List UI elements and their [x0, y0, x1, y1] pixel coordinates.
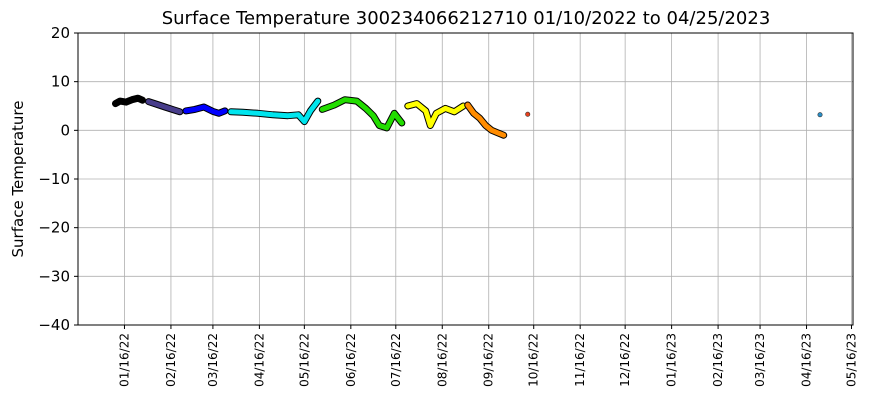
line [183, 104, 228, 116]
line [319, 97, 405, 131]
y-tick-label: 10 [51, 73, 70, 91]
x-tick-label: 03/16/23 [753, 333, 767, 387]
x-tick-label: 11/16/22 [573, 333, 587, 387]
x-tick-label: 12/16/22 [618, 333, 632, 387]
x-tick-label: 08/16/22 [435, 333, 449, 387]
y-tick-label: 20 [51, 24, 70, 42]
grid [78, 32, 853, 326]
y-tick-label: −40 [38, 316, 70, 334]
x-tick-label: 01/16/23 [665, 333, 679, 387]
x-tick-label: 02/16/23 [711, 333, 725, 387]
y-tick-label: 0 [60, 121, 70, 139]
line [465, 102, 507, 138]
x-tick-label: 03/16/22 [206, 333, 220, 387]
x-tick-label: 06/16/22 [344, 333, 358, 387]
chart-title: Surface Temperature 300234066212710 01/1… [162, 8, 771, 29]
x-tick-label: 04/16/22 [252, 333, 266, 387]
y-axis-label: Surface Temperature [9, 101, 27, 258]
point [817, 112, 823, 118]
x-tick-label: 02/16/22 [164, 333, 178, 387]
x-tick-label: 05/16/22 [297, 333, 311, 387]
x-tick-label: 10/16/22 [527, 333, 541, 387]
y-tick-label: −20 [38, 219, 70, 237]
x-tick-label: 05/16/23 [845, 333, 859, 387]
y-tick-label: −10 [38, 170, 70, 188]
x-tick-label: 09/16/22 [482, 333, 496, 387]
line [405, 101, 466, 128]
x-tick-label: 07/16/22 [389, 333, 403, 387]
point [525, 111, 531, 117]
x-tick-label: 04/16/23 [800, 333, 814, 387]
x-tick-label: 01/16/22 [117, 333, 131, 387]
line [113, 95, 145, 107]
line [146, 99, 183, 115]
y-tick-label: −30 [38, 267, 70, 285]
line [228, 98, 321, 125]
